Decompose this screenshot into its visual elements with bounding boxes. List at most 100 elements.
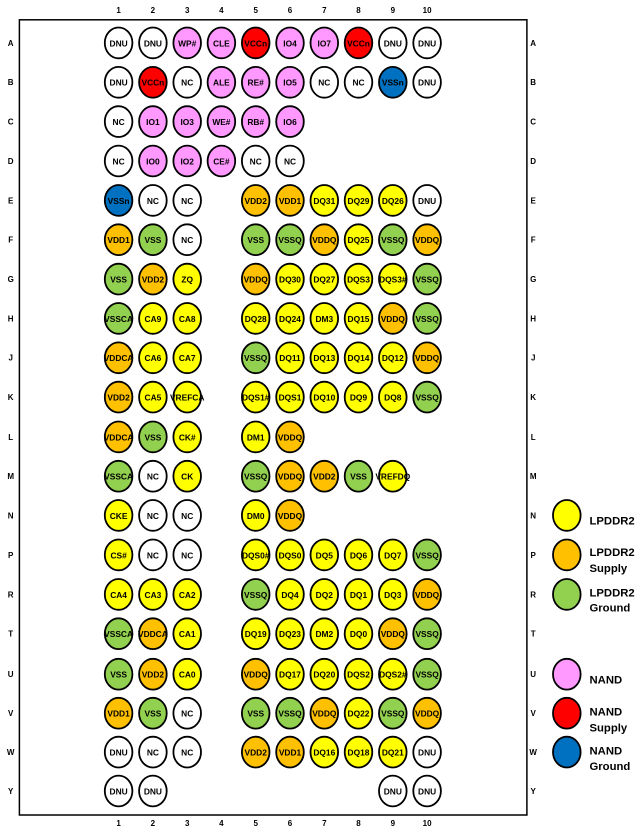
svg-text:VSS: VSS [110, 670, 127, 680]
svg-text:DNU: DNU [384, 38, 402, 48]
svg-text:DQ17: DQ17 [279, 670, 301, 680]
svg-text:VCCn: VCCn [347, 38, 370, 48]
svg-text:9: 9 [391, 6, 396, 15]
svg-text:IO6: IO6 [283, 117, 297, 127]
svg-text:T: T [8, 630, 13, 639]
svg-text:NC: NC [113, 117, 125, 127]
svg-text:DQ8: DQ8 [384, 393, 402, 403]
svg-text:DQ10: DQ10 [313, 393, 335, 403]
svg-text:DQ28: DQ28 [245, 314, 267, 324]
svg-text:U: U [8, 670, 14, 679]
svg-text:VSSQ: VSSQ [415, 393, 439, 403]
svg-text:9: 9 [391, 819, 396, 828]
svg-text:A: A [530, 39, 536, 48]
svg-text:VDDQ: VDDQ [244, 670, 269, 680]
svg-text:T: T [531, 630, 536, 639]
svg-text:DQ7: DQ7 [384, 550, 402, 560]
svg-text:CLE: CLE [213, 38, 230, 48]
svg-text:3: 3 [185, 819, 190, 828]
svg-text:VDD1: VDD1 [279, 748, 302, 758]
svg-text:RE#: RE# [248, 78, 265, 88]
svg-text:DQ1: DQ1 [350, 590, 368, 600]
svg-text:DQ24: DQ24 [279, 314, 301, 324]
svg-text:Y: Y [8, 787, 14, 796]
svg-text:VSSn: VSSn [382, 78, 404, 88]
svg-text:IO7: IO7 [318, 38, 332, 48]
svg-text:VSSQ: VSSQ [415, 550, 439, 560]
svg-text:DNU: DNU [418, 38, 436, 48]
svg-text:D: D [530, 157, 536, 166]
svg-text:CK: CK [181, 472, 193, 482]
svg-text:VDDQ: VDDQ [244, 275, 269, 285]
svg-text:J: J [531, 354, 535, 363]
svg-text:NAND: NAND [590, 674, 623, 686]
svg-text:VSS: VSS [350, 472, 367, 482]
svg-text:10: 10 [423, 819, 432, 828]
svg-text:VSSQ: VSSQ [244, 472, 268, 482]
svg-text:DQ20: DQ20 [313, 670, 335, 680]
svg-text:NC: NC [181, 748, 193, 758]
svg-text:DQ15: DQ15 [348, 314, 370, 324]
svg-text:VSS: VSS [247, 709, 264, 719]
svg-text:6: 6 [288, 6, 293, 15]
svg-text:DNU: DNU [384, 786, 402, 796]
svg-text:N: N [530, 511, 536, 520]
svg-text:IO3: IO3 [180, 117, 194, 127]
svg-text:VDDQ: VDDQ [312, 235, 337, 245]
svg-text:2: 2 [151, 6, 156, 15]
svg-text:DQ9: DQ9 [350, 393, 368, 403]
svg-text:7: 7 [322, 819, 327, 828]
svg-text:P: P [8, 551, 14, 560]
svg-text:H: H [530, 314, 536, 323]
svg-text:VDDQ: VDDQ [278, 511, 303, 521]
svg-text:K: K [8, 393, 14, 402]
svg-text:E: E [531, 196, 537, 205]
svg-text:Supply: Supply [590, 563, 628, 575]
svg-text:VREFDQ: VREFDQ [375, 472, 410, 482]
svg-text:DM1: DM1 [247, 432, 265, 442]
svg-text:DQ26: DQ26 [382, 196, 404, 206]
svg-text:ZQ: ZQ [181, 275, 193, 285]
svg-text:G: G [8, 275, 14, 284]
svg-text:V: V [8, 709, 14, 718]
svg-text:VCCn: VCCn [141, 78, 164, 88]
svg-text:CKE: CKE [110, 511, 128, 521]
svg-text:VSSQ: VSSQ [415, 314, 439, 324]
svg-text:CK#: CK# [179, 432, 196, 442]
svg-text:DQS3#: DQS3# [379, 275, 407, 285]
svg-text:LPDDR2: LPDDR2 [590, 547, 635, 559]
svg-text:NAND: NAND [590, 706, 623, 718]
svg-text:M: M [7, 472, 14, 481]
svg-text:VCCn: VCCn [244, 38, 267, 48]
svg-text:NAND: NAND [590, 745, 623, 757]
svg-text:VSSCA: VSSCA [104, 472, 133, 482]
svg-text:VDDQ: VDDQ [415, 709, 440, 719]
svg-text:C: C [8, 118, 14, 127]
svg-text:DQ27: DQ27 [313, 275, 335, 285]
svg-text:LPDDR2: LPDDR2 [590, 516, 635, 528]
svg-text:NC: NC [147, 511, 159, 521]
svg-text:NC: NC [181, 511, 193, 521]
svg-text:VDDQ: VDDQ [278, 472, 303, 482]
svg-text:VSS: VSS [145, 709, 162, 719]
svg-text:3: 3 [185, 6, 190, 15]
svg-text:VREFCA: VREFCA [170, 393, 204, 403]
svg-text:B: B [8, 78, 14, 87]
svg-text:CA9: CA9 [145, 314, 162, 324]
svg-text:5: 5 [253, 819, 258, 828]
svg-text:DQ0: DQ0 [350, 629, 368, 639]
svg-text:5: 5 [253, 6, 258, 15]
svg-text:G: G [530, 275, 536, 284]
svg-text:CS#: CS# [110, 550, 127, 560]
svg-text:VDD2: VDD2 [107, 393, 130, 403]
svg-text:DQ2: DQ2 [316, 590, 334, 600]
svg-text:VSSQ: VSSQ [381, 235, 405, 245]
svg-text:NC: NC [250, 156, 262, 166]
svg-text:VSSQ: VSSQ [415, 275, 439, 285]
svg-text:NC: NC [181, 78, 193, 88]
svg-text:VDD1: VDD1 [279, 196, 302, 206]
svg-text:L: L [531, 433, 536, 442]
svg-text:DQ16: DQ16 [313, 748, 335, 758]
svg-text:DQS2: DQS2 [347, 670, 370, 680]
svg-text:VDDCA: VDDCA [138, 629, 168, 639]
